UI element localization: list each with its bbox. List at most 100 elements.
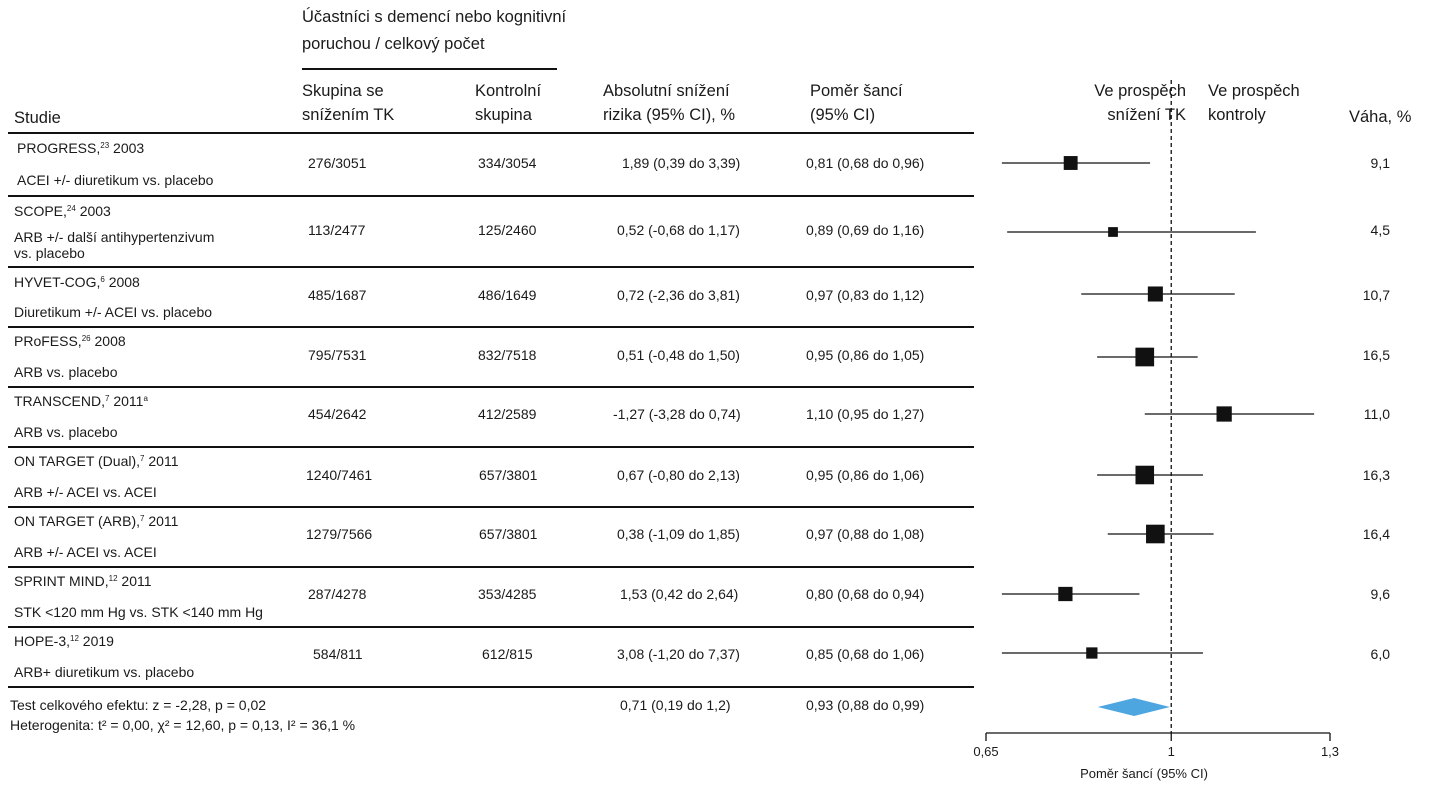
study-name: ON TARGET (Dual),7 2011 xyxy=(14,453,179,469)
treatment-count: 1279/7566 xyxy=(306,526,373,542)
treatment-count: 1240/7461 xyxy=(306,467,373,483)
row-divider xyxy=(8,326,974,328)
favors-control-line2: kontroly xyxy=(1208,106,1266,124)
weight-value: 9,6 xyxy=(1370,586,1390,602)
favors-treatment-line2: snížení TK xyxy=(1107,106,1186,124)
point-estimate xyxy=(1147,286,1163,302)
col-header-or-line2: (95% CI) xyxy=(810,106,876,124)
col-header-weight: Váha, % xyxy=(1349,108,1412,126)
control-count: 353/4285 xyxy=(478,586,537,602)
study-name: HOPE-3,12 2019 xyxy=(14,633,114,649)
study-description: ARB +/- ACEI vs. ACEI xyxy=(14,484,157,500)
weight-value: 11,0 xyxy=(1363,406,1390,422)
arr-value: 0,38 (-1,09 do 1,85) xyxy=(617,526,740,542)
row-divider xyxy=(8,566,974,568)
col-header-treatment-line1: Skupina se xyxy=(302,82,384,100)
point-estimate xyxy=(1146,524,1165,544)
treatment-count: 584/811 xyxy=(313,646,363,662)
col-header-arr-line1: Absolutní snížení xyxy=(603,82,730,100)
treatment-count: 795/7531 xyxy=(308,347,367,363)
study-name: ON TARGET (ARB),7 2011 xyxy=(14,513,179,529)
study-name: HYVET-COG,6 2008 xyxy=(14,274,140,290)
study-description-line2: vs. placebo xyxy=(14,245,85,261)
arr-value: 1,53 (0,42 do 2,64) xyxy=(620,586,739,602)
or-value: 0,97 (0,83 do 1,12) xyxy=(806,287,925,303)
or-value: 0,81 (0,68 do 0,96) xyxy=(806,155,925,171)
row-divider xyxy=(8,626,974,628)
weight-value: 10,7 xyxy=(1362,287,1390,303)
treatment-count: 276/3051 xyxy=(308,155,367,171)
study-description: ARB+ diuretikum vs. placebo xyxy=(14,664,195,680)
study-name: SCOPE,24 2003 xyxy=(14,203,111,219)
point-estimate xyxy=(1135,347,1155,367)
control-count: 412/2589 xyxy=(478,406,537,422)
control-count: 832/7518 xyxy=(478,347,537,363)
treatment-count: 287/4278 xyxy=(308,586,367,602)
col-header-control-line1: Kontrolní xyxy=(475,82,542,100)
arr-value: 3,08 (-1,20 do 7,37) xyxy=(617,646,740,662)
or-value: 0,95 (0,86 do 1,05) xyxy=(806,347,925,363)
treatment-count: 454/2642 xyxy=(308,406,367,422)
summary-rule xyxy=(8,686,974,688)
row-divider xyxy=(8,266,974,268)
x-axis-label: Poměr šancí (95% CI) xyxy=(1080,766,1208,781)
weight-value: 4,5 xyxy=(1370,222,1390,238)
study-name: TRANSCEND,7 2011a xyxy=(14,393,148,409)
weight-value: 16,3 xyxy=(1362,467,1390,483)
control-count: 486/1649 xyxy=(478,287,537,303)
study-description: Diuretikum +/- ACEI vs. placebo xyxy=(14,304,213,320)
treatment-count: 113/2477 xyxy=(308,222,366,238)
arr-value: 1,89 (0,39 do 3,39) xyxy=(622,155,741,171)
or-value: 0,80 (0,68 do 0,94) xyxy=(806,586,925,602)
pooled-estimate-diamond xyxy=(1097,698,1170,716)
control-count: 125/2460 xyxy=(478,222,537,238)
study-description: ARB +/- ACEI vs. ACEI xyxy=(14,544,157,560)
weight-value: 16,4 xyxy=(1362,526,1390,542)
x-axis-ticks: 0,65 1 1,3 xyxy=(973,733,1339,759)
point-estimate xyxy=(1058,586,1073,602)
control-count: 334/3054 xyxy=(478,155,537,171)
point-estimate xyxy=(1135,465,1155,485)
x-tick-label: 1,3 xyxy=(1321,744,1339,759)
col-header-treatment-line2: snížením TK xyxy=(302,106,395,124)
group-header-underline xyxy=(302,68,557,70)
or-value: 0,95 (0,86 do 1,06) xyxy=(806,467,925,483)
study-description: ARB vs. placebo xyxy=(14,424,118,440)
arr-value: -1,27 (-3,28 do 0,74) xyxy=(613,406,741,422)
study-marks xyxy=(1001,156,1315,659)
col-header-arr-line2: rizika (95% CI), % xyxy=(603,106,736,124)
participants-group-title-line2: poruchou / celkový počet xyxy=(302,35,485,53)
arr-value: 0,52 (-0,68 do 1,17) xyxy=(617,222,740,238)
point-estimate xyxy=(1063,156,1078,170)
pooled-or-value: 0,93 (0,88 do 0,99) xyxy=(806,697,925,713)
arr-value: 0,67 (-0,80 do 2,13) xyxy=(617,467,740,483)
study-description: ARB +/- další antihypertenzivum xyxy=(14,229,215,245)
study-description: ACEI +/- diuretikum vs. placebo xyxy=(17,172,214,188)
participants-group-title-line1: Účastníci s demencí nebo kognitivní xyxy=(302,8,567,26)
x-tick-label: 0,65 xyxy=(973,744,998,759)
point-estimate xyxy=(1216,406,1232,422)
point-estimate xyxy=(1086,647,1098,659)
study-name: PRoFESS,26 2008 xyxy=(14,333,126,349)
study-description: STK <120 mm Hg vs. STK <140 mm Hg xyxy=(14,604,263,620)
control-count: 612/815 xyxy=(482,646,533,662)
study-description: ARB vs. placebo xyxy=(14,364,118,380)
study-name: PROGRESS,23 2003 xyxy=(17,140,145,156)
or-value: 1,10 (0,95 do 1,27) xyxy=(806,406,925,422)
favors-treatment-line1: Ve prospěch xyxy=(1094,82,1186,100)
x-tick-label: 1 xyxy=(1168,744,1175,759)
control-count: 657/3801 xyxy=(479,526,538,542)
arr-value: 0,51 (-0,48 do 1,50) xyxy=(617,347,740,363)
or-value: 0,97 (0,88 do 1,08) xyxy=(806,526,925,542)
point-estimate xyxy=(1108,227,1118,237)
row-divider xyxy=(8,446,974,448)
or-value: 0,89 (0,69 do 1,16) xyxy=(806,222,925,238)
arr-value: 0,72 (-2,36 do 3,81) xyxy=(617,287,740,303)
col-header-study: Studie xyxy=(14,109,61,127)
favors-control-line1: Ve prospěch xyxy=(1208,82,1300,100)
or-value: 0,85 (0,68 do 1,06) xyxy=(806,646,925,662)
weight-value: 9,1 xyxy=(1370,155,1390,171)
row-divider xyxy=(8,195,974,197)
weight-value: 16,5 xyxy=(1362,347,1390,363)
